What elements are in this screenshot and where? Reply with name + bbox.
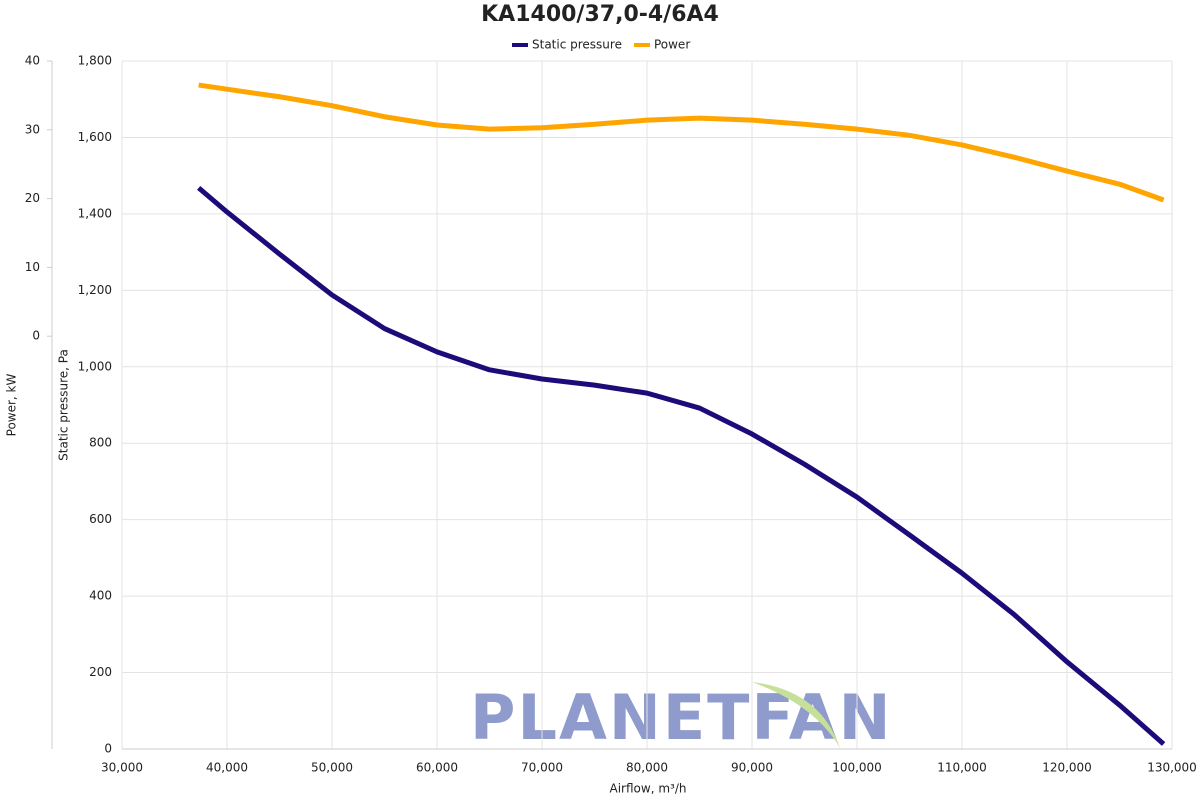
x-tick-label: 50,000 [311,761,353,775]
y-tick-label: 800 [89,436,112,450]
y-tick-label: 1,400 [78,206,112,220]
x-tick-label: 110,000 [937,761,987,775]
y-tick-label: 1,800 [78,54,112,68]
chart-title: KA1400/37,0-4/6A4 [481,2,719,27]
y-tick-label: 1,600 [78,130,112,144]
x-tick-label: 100,000 [832,761,882,775]
series-line [198,82,1165,203]
y2-tick-label: 40 [25,54,40,68]
y2-tick-label: 20 [25,191,40,205]
x-tick-label: 30,000 [101,761,143,775]
x-tick-label: 130,000 [1147,761,1197,775]
legend-label: Static pressure [532,38,622,52]
x-tick-label: 80,000 [626,761,668,775]
x-tick-label: 120,000 [1042,761,1092,775]
y-axis-label: Static pressure, Pa [57,349,71,461]
y2-tick-label: 0 [32,329,40,343]
series-line [197,185,1166,746]
y2-tick-label: 10 [25,260,40,274]
legend-label: Power [654,38,690,52]
x-tick-label: 70,000 [521,761,563,775]
y-tick-label: 400 [89,589,112,603]
watermark-leaf [752,682,840,748]
y-tick-label: 600 [89,512,112,526]
x-tick-label: 90,000 [731,761,773,775]
x-tick-label: 60,000 [416,761,458,775]
watermark: PLANETFAN [470,681,893,754]
y-tick-label: 0 [104,742,112,756]
y2-axis-label: Power, kW [5,374,19,437]
y-tick-label: 1,200 [78,283,112,297]
y2-tick-label: 30 [25,122,40,136]
x-tick-label: 40,000 [206,761,248,775]
y-tick-label: 200 [89,665,112,679]
y-tick-label: 1,000 [78,359,112,373]
x-axis-label: Airflow, m³/h [610,782,687,796]
